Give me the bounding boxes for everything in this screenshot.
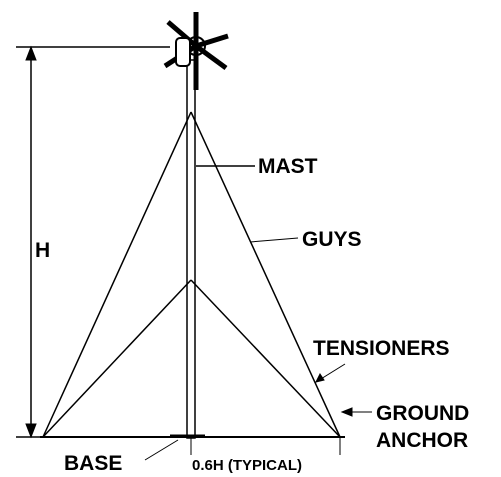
mast-label: MAST [258, 155, 318, 178]
base-label: BASE [64, 452, 122, 475]
ground-label: GROUND [376, 402, 469, 425]
height-label: H [35, 239, 50, 262]
tensioners-label: TENSIONERS [313, 337, 450, 360]
spacing-label: 0.6H (TYPICAL) [192, 457, 302, 474]
tower-lines [16, 12, 372, 461]
anchor-label: ANCHOR [376, 429, 468, 452]
guys-label: GUYS [302, 228, 362, 251]
